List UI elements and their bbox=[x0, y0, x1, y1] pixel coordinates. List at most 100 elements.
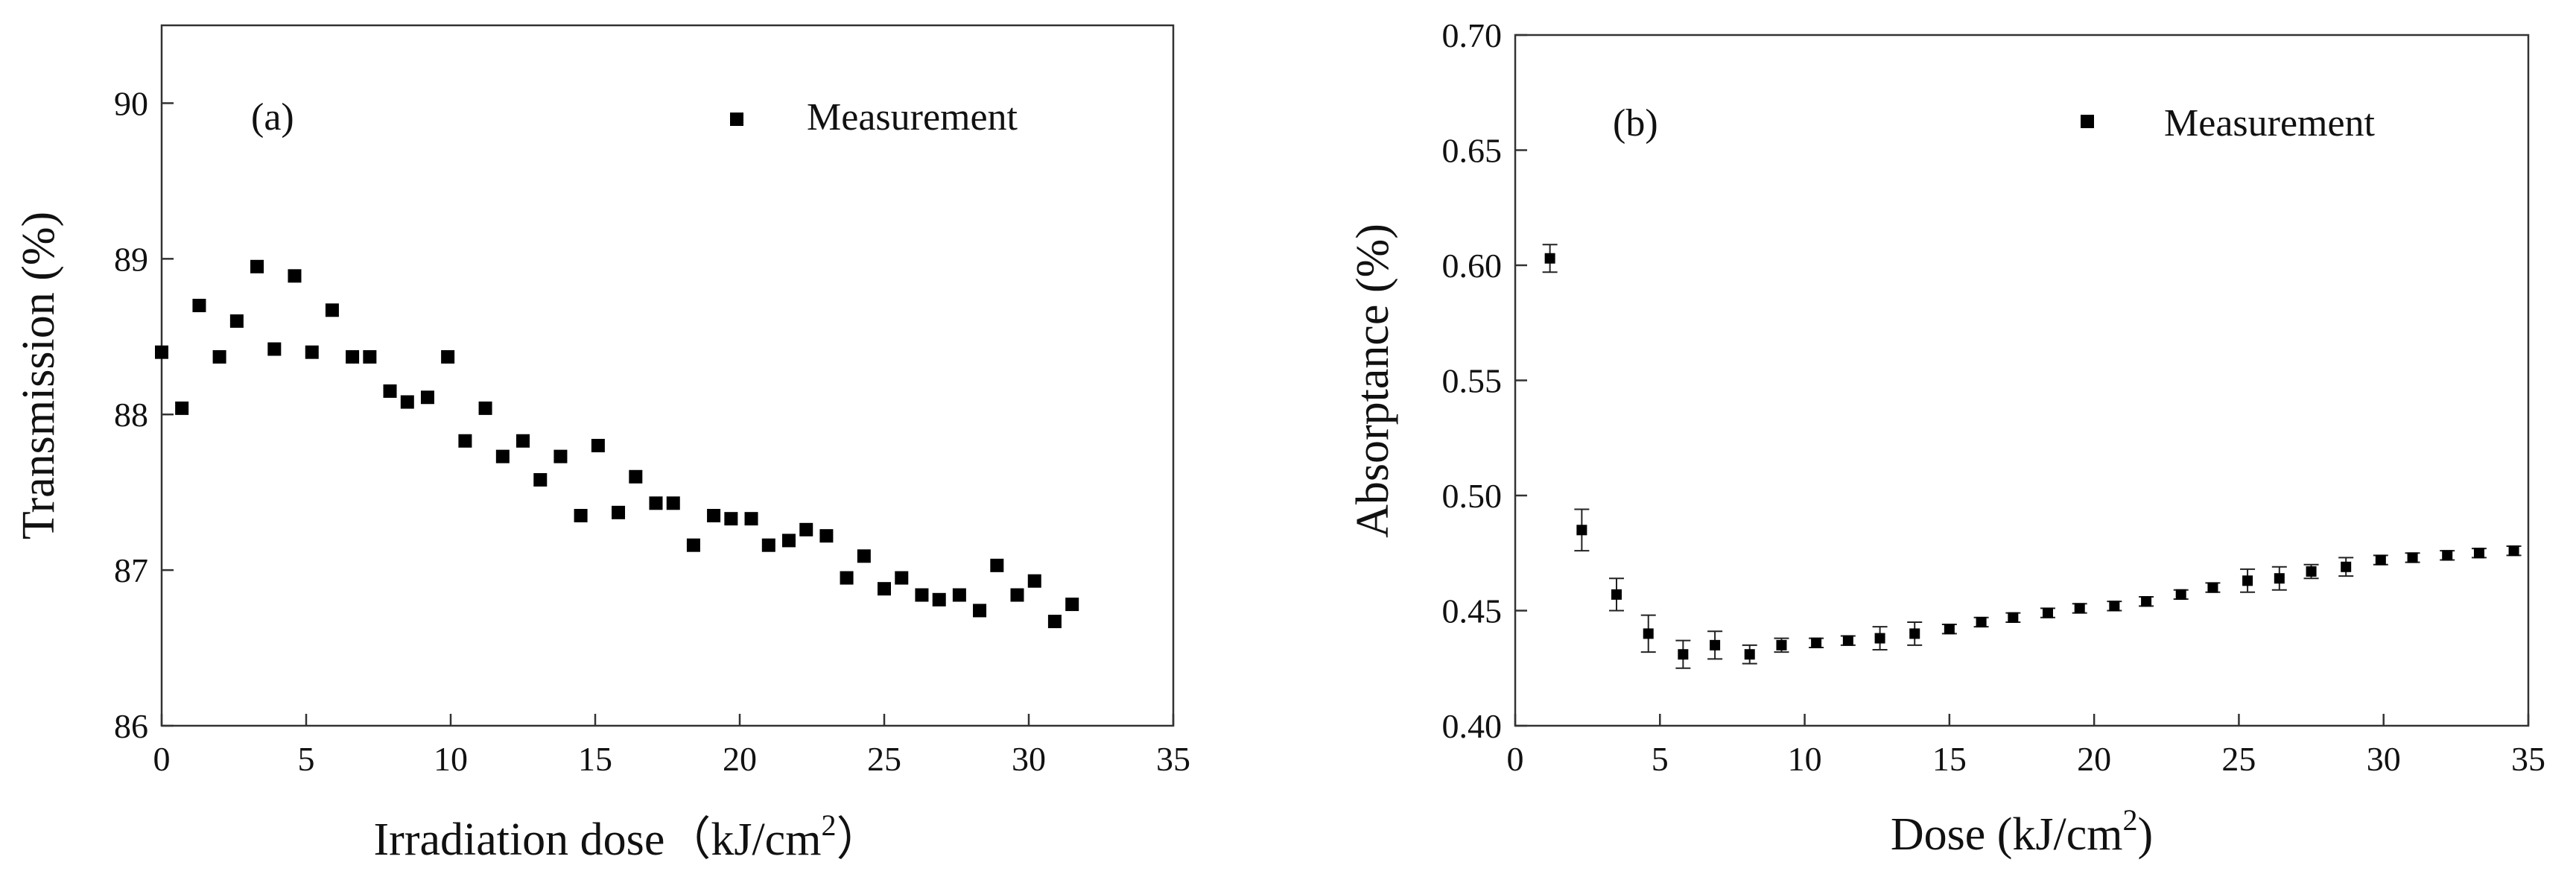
panel-a-data-point bbox=[383, 384, 397, 398]
panel-b-x-tick-label: 0 bbox=[1507, 740, 1524, 778]
panel-b-data-point bbox=[1976, 616, 1987, 627]
panel-b-x-tick-label: 20 bbox=[2077, 740, 2111, 778]
panel-b-y-tick-label: 0.40 bbox=[1442, 707, 1503, 745]
panel-b-data-point bbox=[2207, 582, 2218, 593]
panel-b-y-tick-label: 0.45 bbox=[1442, 592, 1503, 630]
panel-a-x-title-superscript: 2 bbox=[821, 808, 836, 842]
panel-b-absorptance-chart: 0 5 10 15 20 25 30 35 0.40 0.45 0.50 0.55 0.60 0.65 0.… bbox=[1348, 16, 2545, 860]
panel-a-data-point bbox=[707, 509, 721, 522]
panel-a-x-axis-title: Irradiation dose（kJ/cm2） bbox=[374, 808, 883, 865]
panel-b-y-axis-title: Absorptance (%) bbox=[1348, 224, 1398, 538]
panel-b-y-tick-label: 0.50 bbox=[1442, 477, 1503, 515]
panel-a-x-tick-label: 35 bbox=[1156, 740, 1190, 778]
panel-b-y-tick-label: 0.55 bbox=[1442, 362, 1503, 400]
panel-a-data-point bbox=[574, 509, 588, 522]
panel-b-data-point bbox=[2375, 554, 2386, 566]
panel-a-plot-frame bbox=[160, 24, 1175, 727]
panel-b-data-point bbox=[2175, 589, 2186, 600]
panel-b-data-point bbox=[1544, 253, 1555, 264]
panel-a-x-tick-label: 0 bbox=[153, 740, 171, 778]
panel-a-y-tick-label: 88 bbox=[114, 396, 148, 434]
panel-a-transmission-chart: 0 5 10 15 20 25 30 35 86 87 88 89 90 (a) Measurement… bbox=[13, 24, 1190, 865]
panel-b-data-point bbox=[2407, 552, 2418, 563]
panel-a-data-point bbox=[952, 588, 966, 602]
panel-b-data-point bbox=[1842, 635, 1853, 646]
panel-b-data-points bbox=[1542, 244, 2522, 669]
panel-b-plot-frame bbox=[1514, 34, 2530, 727]
panel-b-data-point bbox=[2341, 561, 2352, 572]
panel-a-legend-label: Measurement bbox=[807, 96, 1018, 139]
panel-a-data-point bbox=[973, 604, 987, 618]
panel-b-data-point bbox=[2274, 573, 2285, 584]
panel-b-data-point bbox=[2008, 612, 2019, 623]
panel-a-data-point bbox=[458, 434, 472, 448]
panel-a-x-title-main: Irradiation dose（kJ/cm bbox=[374, 814, 822, 865]
panel-b-data-point bbox=[2109, 601, 2120, 612]
panel-a-x-tick-label: 5 bbox=[298, 740, 315, 778]
panel-a-data-point bbox=[229, 314, 244, 328]
panel-b-data-point bbox=[1611, 589, 1622, 600]
panel-a-data-point bbox=[478, 401, 492, 415]
panel-b-data-point bbox=[1909, 628, 1920, 639]
panel-a-y-axis-title: Transmission (%) bbox=[13, 212, 64, 539]
panel-a-ticks: 0 5 10 15 20 25 30 35 86 87 88 89 90 bbox=[114, 84, 1190, 778]
panel-b-x-tick-label: 25 bbox=[2221, 740, 2256, 778]
panel-b-y-tick-label: 0.70 bbox=[1442, 16, 1503, 54]
panel-b-data-point bbox=[1744, 649, 1755, 660]
panel-a-data-point bbox=[629, 469, 643, 484]
panel-a-x-tick-label: 20 bbox=[723, 740, 757, 778]
panel-a-data-point bbox=[250, 259, 264, 273]
panel-a-data-point bbox=[990, 558, 1004, 572]
panel-a-data-point bbox=[915, 588, 929, 602]
panel-a-data-point bbox=[591, 439, 605, 452]
panel-a-data-point bbox=[612, 505, 626, 519]
panel-a-data-point bbox=[932, 592, 946, 607]
panel-a-data-point bbox=[1010, 588, 1024, 602]
panel-b-x-tick-label: 5 bbox=[1652, 740, 1669, 778]
panel-b-x-tick-label: 15 bbox=[1932, 740, 1967, 778]
panel-a-x-tick-label: 10 bbox=[434, 740, 468, 778]
panel-b-x-title-superscript: 2 bbox=[2123, 803, 2138, 837]
panel-b-y-tick-label: 0.65 bbox=[1442, 132, 1503, 170]
panel-a-data-point bbox=[686, 538, 700, 552]
panel-b-data-point bbox=[1874, 633, 1885, 644]
panel-a-label: (a) bbox=[251, 96, 294, 139]
panel-a-data-point bbox=[155, 345, 168, 359]
panel-b-data-point bbox=[2074, 603, 2085, 614]
panel-a-data-point bbox=[516, 434, 530, 448]
panel-b-data-point bbox=[2442, 550, 2453, 561]
panel-a-data-point bbox=[878, 582, 891, 596]
panel-a-data-point bbox=[420, 390, 434, 405]
panel-a-data-points bbox=[155, 259, 1079, 629]
panel-b-data-point bbox=[2473, 548, 2484, 559]
panel-a-data-point bbox=[175, 401, 189, 415]
panel-a-data-point bbox=[666, 496, 680, 510]
panel-a-y-tick-label: 89 bbox=[114, 240, 148, 278]
panel-a-x-tick-label: 30 bbox=[1012, 740, 1046, 778]
panel-a-x-tick-label: 15 bbox=[578, 740, 612, 778]
panel-b-y-tick-label: 0.60 bbox=[1442, 247, 1503, 285]
panel-b-data-point bbox=[1811, 637, 1822, 648]
panel-a-data-point bbox=[495, 449, 510, 463]
panel-a-y-tick-label: 86 bbox=[114, 707, 148, 745]
panel-a-data-point bbox=[325, 303, 339, 317]
panel-b-data-point bbox=[2042, 607, 2053, 618]
panel-a-y-tick-label: 87 bbox=[114, 551, 148, 589]
panel-a-data-point bbox=[212, 349, 226, 364]
panel-b-data-point bbox=[1643, 628, 1654, 639]
panel-b-x-axis-title: Dose (kJ/cm2) bbox=[1891, 803, 2153, 860]
panel-a-data-point bbox=[1065, 598, 1079, 612]
panel-a-data-point bbox=[840, 571, 854, 585]
panel-a-data-point bbox=[305, 345, 319, 359]
panel-a-data-point bbox=[363, 349, 377, 364]
panel-a-data-point bbox=[857, 549, 871, 563]
panel-a-data-point bbox=[819, 529, 834, 543]
panel-b-data-point bbox=[2306, 566, 2317, 577]
panel-a-data-point bbox=[744, 512, 758, 526]
panel-a-data-point bbox=[761, 538, 775, 552]
panel-b-data-point bbox=[1776, 639, 1787, 650]
panel-a-data-point bbox=[533, 472, 548, 487]
panel-a-legend-marker bbox=[730, 113, 743, 126]
panel-a-data-point bbox=[1047, 615, 1062, 629]
